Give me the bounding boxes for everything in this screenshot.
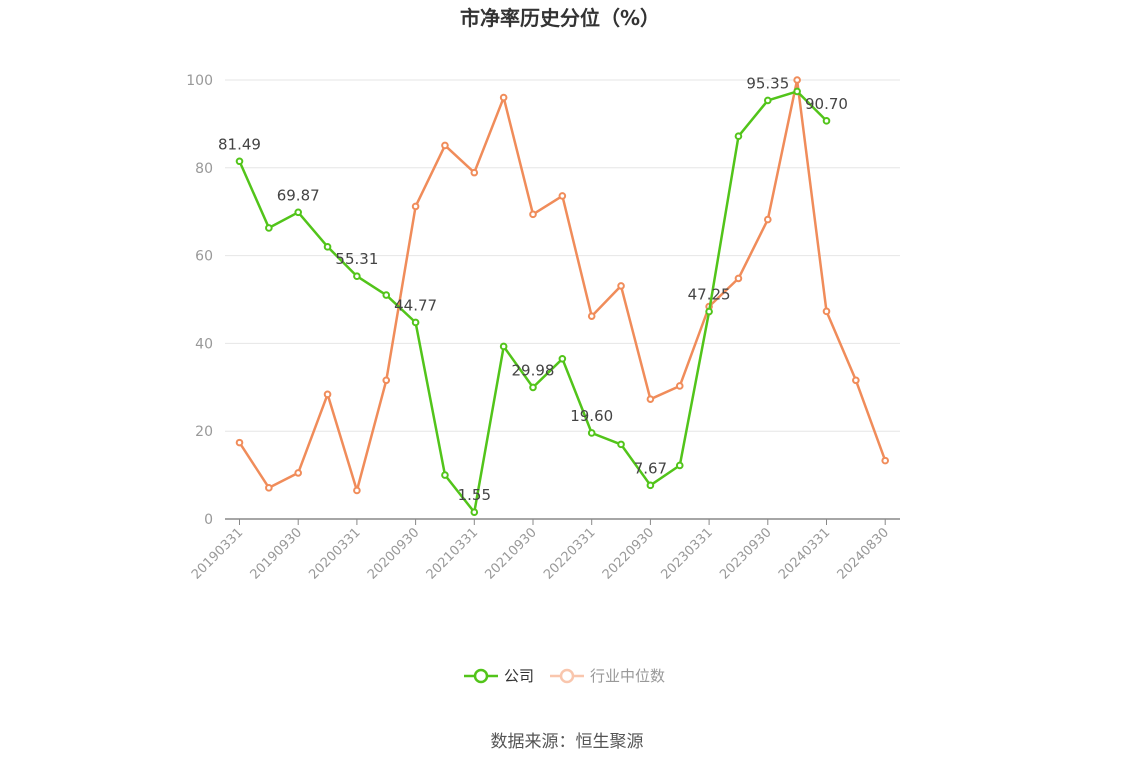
data-point[interactable] bbox=[675, 461, 684, 470]
data-label: 29.98 bbox=[512, 361, 555, 379]
x-tick-label: 20200930 bbox=[365, 525, 422, 582]
data-point[interactable] bbox=[294, 208, 303, 217]
y-axis: 0 20 40 60 80 100 bbox=[186, 73, 213, 528]
data-point[interactable] bbox=[499, 93, 508, 102]
data-point[interactable] bbox=[646, 395, 655, 403]
data-point[interactable] bbox=[764, 96, 772, 105]
data-label: 44.77 bbox=[394, 296, 437, 314]
data-label: 1.55 bbox=[458, 486, 491, 504]
data-point[interactable] bbox=[265, 224, 273, 232]
x-tick-label: 20200331 bbox=[306, 525, 363, 582]
data-point[interactable] bbox=[822, 117, 831, 125]
data-point[interactable] bbox=[617, 282, 625, 290]
grid-lines bbox=[225, 79, 900, 432]
data-label: 90.70 bbox=[805, 95, 848, 113]
data-point[interactable] bbox=[294, 469, 303, 477]
data-label: 7.67 bbox=[634, 459, 667, 477]
data-point[interactable] bbox=[764, 215, 772, 224]
data-label: 55.31 bbox=[335, 250, 378, 268]
x-tick-label: 20230930 bbox=[717, 525, 774, 582]
x-tick-label: 20240830 bbox=[835, 525, 892, 582]
data-point[interactable] bbox=[353, 272, 361, 280]
legend[interactable]: 公司 行业中位数 bbox=[464, 667, 665, 685]
data-point[interactable] bbox=[441, 141, 449, 150]
legend-marker-industry bbox=[559, 668, 575, 684]
data-point[interactable] bbox=[734, 274, 743, 283]
data-label: 69.87 bbox=[277, 186, 320, 204]
series-layer: 81.49 69.87 55.31 44.77 1.55 29.98 19.60 7.67 47… bbox=[218, 74, 890, 516]
x-tick-label: 20210930 bbox=[482, 525, 539, 582]
y-tick-label: 100 bbox=[186, 73, 213, 89]
data-point[interactable] bbox=[822, 307, 831, 316]
data-point[interactable] bbox=[675, 382, 684, 390]
series-industry bbox=[235, 76, 890, 495]
data-label: 81.49 bbox=[218, 135, 261, 153]
y-tick-label: 40 bbox=[195, 336, 213, 352]
data-point[interactable] bbox=[441, 471, 449, 479]
x-tick-label: 20230331 bbox=[659, 525, 716, 582]
y-tick-label: 20 bbox=[195, 424, 213, 440]
x-tick-label: 20210331 bbox=[424, 525, 481, 582]
series-line bbox=[238, 78, 887, 492]
x-tick-label: 20240331 bbox=[776, 525, 833, 582]
x-tick-label: 20190331 bbox=[189, 525, 246, 582]
x-axis: 20190331 20190930 20200331 20200930 20210331… bbox=[189, 518, 900, 583]
data-point[interactable] bbox=[411, 202, 420, 211]
data-point[interactable] bbox=[646, 481, 655, 490]
data-point[interactable] bbox=[529, 210, 537, 219]
data-point[interactable] bbox=[852, 376, 860, 385]
data-point[interactable] bbox=[265, 484, 273, 492]
data-point[interactable] bbox=[587, 312, 596, 320]
data-label: 95.35 bbox=[746, 74, 789, 92]
legend-item-industry[interactable]: 行业中位数 bbox=[550, 667, 665, 685]
data-point[interactable] bbox=[705, 307, 713, 316]
data-point[interactable] bbox=[617, 440, 625, 449]
data-point[interactable] bbox=[793, 76, 801, 84]
series-company: 81.49 69.87 55.31 44.77 1.55 29.98 19.60 7.67 47… bbox=[218, 74, 848, 516]
y-tick-label: 60 bbox=[195, 249, 213, 265]
source-note: 数据来源：恒生聚源 bbox=[491, 732, 644, 752]
chart-title: 市净率历史分位（%） bbox=[460, 6, 660, 30]
legend-item-company[interactable]: 公司 bbox=[464, 667, 534, 685]
x-tick-label: 20220930 bbox=[600, 525, 657, 582]
data-point[interactable] bbox=[793, 87, 801, 96]
legend-marker-company bbox=[473, 668, 489, 684]
data-point[interactable] bbox=[323, 390, 332, 399]
data-point[interactable] bbox=[235, 438, 244, 447]
data-label: 47.25 bbox=[688, 286, 731, 304]
data-point[interactable] bbox=[235, 157, 244, 166]
data-point[interactable] bbox=[587, 429, 596, 437]
data-point[interactable] bbox=[499, 342, 508, 351]
data-point[interactable] bbox=[558, 354, 567, 363]
legend-label-industry: 行业中位数 bbox=[590, 667, 665, 685]
data-point[interactable] bbox=[529, 383, 537, 392]
data-point[interactable] bbox=[470, 508, 479, 516]
data-point[interactable] bbox=[558, 192, 567, 200]
y-tick-label: 0 bbox=[204, 512, 213, 528]
data-point[interactable] bbox=[881, 456, 890, 465]
data-point[interactable] bbox=[382, 376, 391, 385]
data-point[interactable] bbox=[470, 168, 479, 177]
data-point[interactable] bbox=[734, 132, 743, 140]
series-line bbox=[238, 90, 828, 514]
x-tick-label: 20220331 bbox=[541, 525, 598, 582]
data-point[interactable] bbox=[353, 486, 361, 495]
legend-label-company: 公司 bbox=[504, 667, 534, 685]
data-label: 19.60 bbox=[570, 407, 613, 425]
data-point[interactable] bbox=[323, 243, 332, 251]
data-point[interactable] bbox=[382, 291, 391, 299]
data-point[interactable] bbox=[411, 318, 420, 327]
y-tick-label: 80 bbox=[195, 161, 213, 177]
x-tick-label: 20190930 bbox=[248, 525, 305, 582]
